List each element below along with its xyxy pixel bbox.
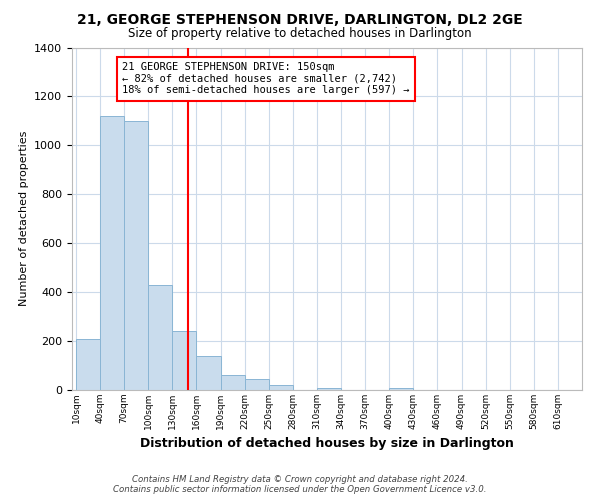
Bar [245,379,269,390]
Bar [317,388,341,390]
Bar [172,332,196,390]
Text: 21 GEORGE STEPHENSON DRIVE: 150sqm
← 82% of detached houses are smaller (2,742)
: 21 GEORGE STEPHENSON DRIVE: 150sqm ← 82%… [122,62,409,96]
Bar [196,356,221,390]
Text: Size of property relative to detached houses in Darlington: Size of property relative to detached ho… [128,28,472,40]
Bar [389,388,413,390]
Bar [269,385,293,390]
Text: Contains HM Land Registry data © Crown copyright and database right 2024.
Contai: Contains HM Land Registry data © Crown c… [113,474,487,494]
Bar [124,121,148,390]
Text: 21, GEORGE STEPHENSON DRIVE, DARLINGTON, DL2 2GE: 21, GEORGE STEPHENSON DRIVE, DARLINGTON,… [77,12,523,26]
Y-axis label: Number of detached properties: Number of detached properties [19,131,29,306]
X-axis label: Distribution of detached houses by size in Darlington: Distribution of detached houses by size … [140,438,514,450]
Bar [76,338,100,390]
Bar [148,285,172,390]
Bar [221,376,245,390]
Bar [100,116,124,390]
